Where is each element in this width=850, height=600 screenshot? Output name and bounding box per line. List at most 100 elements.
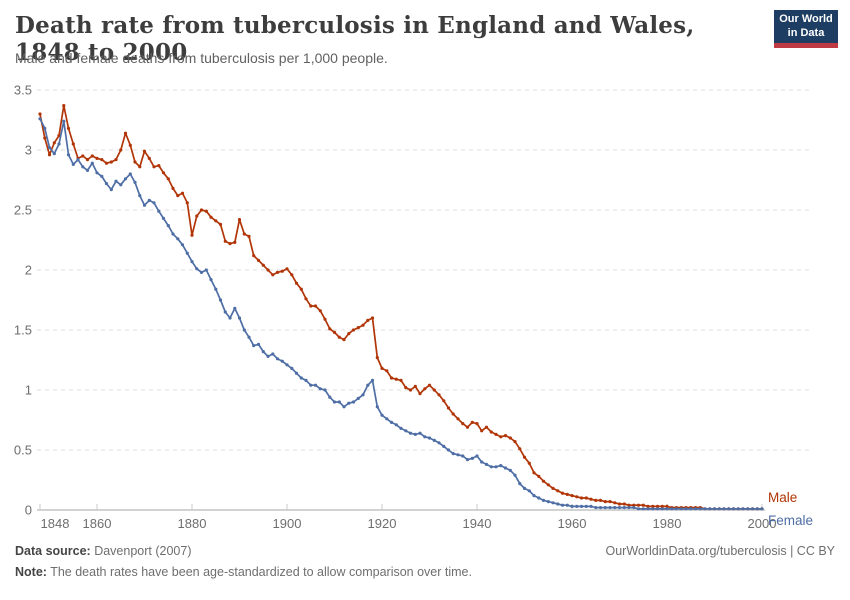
female-data-point [180,243,185,247]
female-data-point [546,500,550,504]
male-data-point [655,504,660,508]
male-data-point [351,328,356,332]
male-data-point [342,338,346,342]
female-data-point [85,168,90,172]
male-data-point [180,191,185,195]
male-data-point [366,318,370,322]
male-data-point [603,500,607,504]
y-tick-label: 2 [25,263,32,278]
female-data-point [527,489,531,493]
female-data-point [579,504,584,508]
female-data-point [651,507,655,511]
female-data-point [489,465,493,469]
male-data-point [418,392,422,396]
male-data-point [271,273,275,277]
male-data-point [309,304,313,308]
female-data-point [204,268,208,272]
series-label-male: Male [768,490,797,505]
female-data-point [613,506,617,510]
female-data-point [418,431,422,435]
female-data-point [380,413,384,417]
owid-logo-line2: in Data [787,26,825,39]
male-data-point [252,254,256,258]
female-data-point [508,468,512,472]
male-data-point [451,412,455,416]
y-tick-label: 1.5 [14,323,32,338]
attribution-link[interactable]: OurWorldinData.org/tuberculosis | CC BY [605,544,836,558]
female-data-point [522,486,527,490]
chart-footer: Data source: Davenport (2007) OurWorldin… [15,544,835,579]
page-title: Death rate from tuberculosis in England … [15,12,695,66]
female-data-point [342,405,346,409]
male-data-point [299,287,303,291]
female-data-point [499,464,503,468]
male-data-point [294,281,299,285]
male-data-point [475,422,479,426]
male-data-point [494,432,498,436]
female-data-point [408,431,413,435]
female-data-point [114,179,118,183]
female-data-point [304,378,308,382]
female-data-point [442,444,446,448]
male-data-point [413,384,417,388]
female-data-point [451,452,455,456]
female-data-point [437,441,441,445]
female-data-point [746,507,750,511]
female-data-point [294,371,299,375]
chart-svg: 0 0.5 1 1.5 2 2.5 3 3.5 1848 1860 1880 1900 1920 1940… [14,83,813,532]
male-data-point [427,383,432,387]
male-data-point [233,240,237,244]
male-data-point [347,332,351,336]
male-data-point [81,154,85,158]
male-data-point [166,177,170,181]
female-data-point [290,366,294,370]
x-tick-label: 1860 [83,516,112,531]
male-data-point [423,387,427,391]
female-data-point [760,507,764,511]
female-data-point [750,507,755,511]
male-data-point [570,494,574,498]
male-data-point [190,233,194,237]
x-tick-label: 1980 [653,516,682,531]
female-data-point [370,378,375,382]
male-data-point [442,399,446,403]
male-data-point [361,323,365,327]
male-data-point [375,356,379,360]
female-data-point [261,350,265,354]
female-data-point [195,267,199,271]
female-data-point [385,417,389,421]
male-data-point [508,436,512,440]
line-chart: 0 0.5 1 1.5 2 2.5 3 3.5 1848 1860 1880 1900 1920 1940… [0,80,850,540]
female-data-point [161,216,166,220]
female-data-point [741,507,745,511]
female-data-point [90,161,94,165]
y-tick-label: 2.5 [14,203,32,218]
male-data-point [651,504,655,508]
note-value: The death rates have been age-standardiz… [46,565,472,579]
male-data-point [499,435,503,439]
female-data-point [185,251,189,255]
male-data-point [176,194,180,198]
male-data-point [152,165,156,169]
male-data-point [399,378,403,382]
owid-logo-line1: Our World [779,12,833,25]
male-data-point [480,429,484,433]
female-data-point [622,506,626,510]
female-data-point [299,376,303,380]
female-data-point [347,401,351,405]
female-data-point [81,165,85,169]
female-data-point [285,363,289,367]
x-tick-label: 1900 [273,516,302,531]
male-data-point [142,149,147,153]
male-data-point [484,425,489,429]
female-data-point [698,507,702,511]
male-data-point [90,154,94,158]
female-data-point [228,316,232,320]
female-data-point [712,507,717,511]
male-data-point [594,498,598,502]
owid-logo: Our World in Data [774,10,838,48]
female-data-point [641,507,645,511]
male-data-point [123,131,128,135]
male-data-point [584,496,588,500]
female-data-point [670,507,674,511]
